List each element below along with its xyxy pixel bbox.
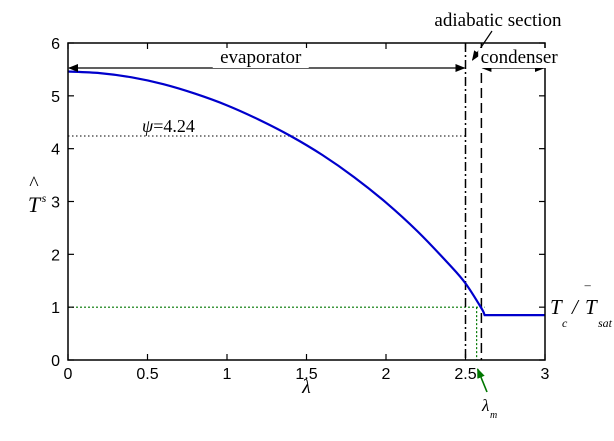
tc-subscript: c xyxy=(562,316,568,330)
x-tick-label: 2 xyxy=(382,366,391,383)
y-tick-label: 4 xyxy=(51,142,60,159)
y-axis-label-hat: ^ xyxy=(29,173,39,195)
y-axis-label: ^ T s xyxy=(28,173,47,217)
condenser-label-background xyxy=(478,48,561,68)
evaporator-label-background xyxy=(212,48,309,68)
lambda-m-subscript: m xyxy=(490,410,497,421)
y-tick-label: 0 xyxy=(51,353,60,370)
evaporator-label: evaporator xyxy=(220,47,302,68)
temperature-curve xyxy=(67,70,545,317)
plot-frame xyxy=(67,42,546,361)
tsat-bar: ‾ xyxy=(584,284,591,302)
tc-over-tsat-label: T c / ‾ T sat xyxy=(550,284,613,330)
psi-label: ψ=4.24 xyxy=(142,116,195,136)
y-axis-ticks: 0 1 2 3 4 5 6 xyxy=(51,36,545,370)
adiabatic-section-arrow xyxy=(471,30,493,61)
x-tick-label: 3 xyxy=(541,366,550,383)
x-tick-label: 0.5 xyxy=(136,366,158,383)
tc-symbol: T xyxy=(550,295,563,319)
x-tick-label: 1.5 xyxy=(295,366,317,383)
tsat-symbol: T xyxy=(585,295,598,319)
x-tick-label: 1 xyxy=(223,366,232,383)
x-tick-label: 0 xyxy=(64,366,73,383)
tsat-subscript: sat xyxy=(598,316,613,330)
y-tick-label: 6 xyxy=(51,36,60,53)
tc-slash: / xyxy=(571,295,580,319)
adiabatic-section-label: adiabatic section xyxy=(434,10,562,31)
y-tick-label: 2 xyxy=(51,247,60,264)
lambda-m-label: λ m xyxy=(481,396,497,421)
condenser-label: condenser xyxy=(481,47,559,68)
lambda-m-arrow xyxy=(476,368,488,393)
y-tick-label: 5 xyxy=(51,89,60,106)
x-axis-label: λ xyxy=(301,376,311,398)
x-tick-label: 2.5 xyxy=(454,366,476,383)
y-tick-label: 1 xyxy=(51,300,60,317)
y-axis-label-subscript: s xyxy=(42,191,47,205)
y-tick-label: 3 xyxy=(51,195,60,212)
lambda-m-symbol: λ xyxy=(481,396,489,415)
psi-symbol: ψ xyxy=(142,116,154,136)
y-axis-label-symbol: T xyxy=(28,192,42,217)
psi-value: =4.24 xyxy=(153,116,195,136)
